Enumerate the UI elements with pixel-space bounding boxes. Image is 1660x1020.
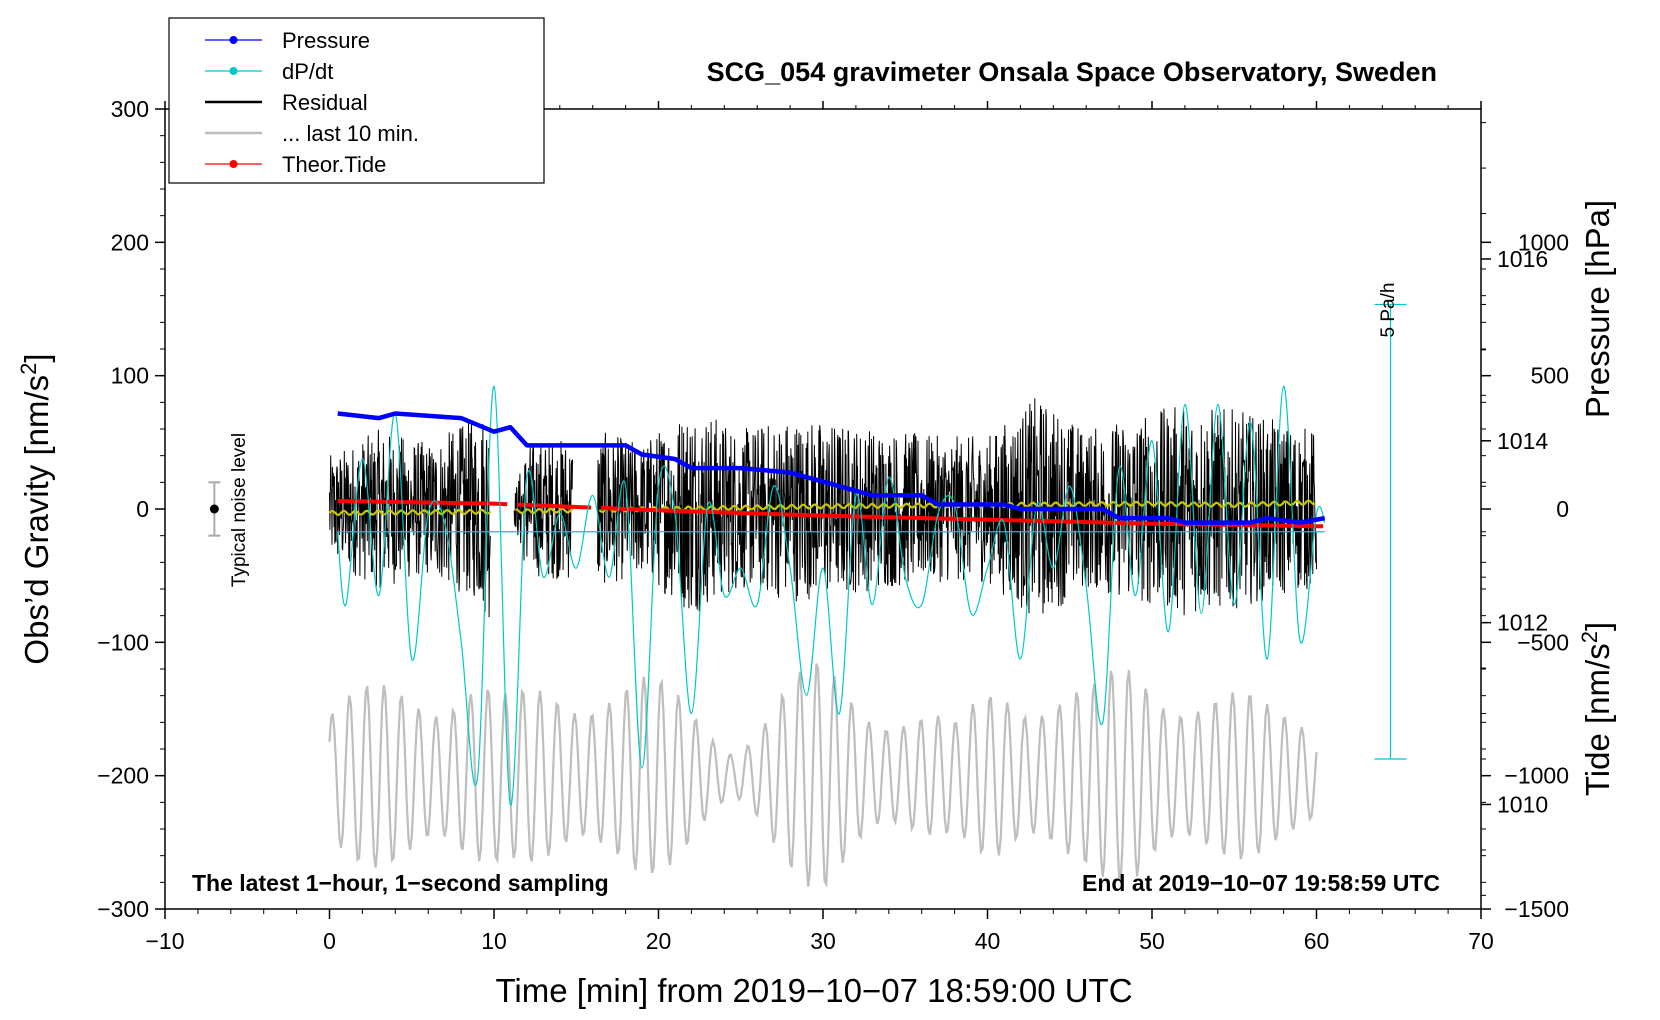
gravity-tick-label: −200 bbox=[97, 763, 149, 789]
footer-right-note: End at 2019−10−07 19:58:59 UTC bbox=[1082, 870, 1440, 896]
y-axis-title-tide-main: Tide [nm/s bbox=[1579, 643, 1616, 796]
legend-label: dP/dt bbox=[282, 59, 333, 84]
legend-swatch-marker bbox=[229, 67, 238, 75]
legend-label: ... last 10 min. bbox=[282, 121, 419, 146]
x-tick-label: 30 bbox=[810, 928, 836, 954]
noise-level-dot bbox=[209, 504, 219, 514]
pressure-tick-label: 1012 bbox=[1497, 610, 1548, 636]
tide-tick-label: −500 bbox=[1517, 629, 1569, 655]
y-axis-title-gravity-main: Obs’d Gravity [nm/s bbox=[18, 375, 55, 665]
x-tick-label: 60 bbox=[1304, 928, 1330, 954]
x-axis-title: Time [min] from 2019−10−07 18:59:00 UTC bbox=[495, 972, 1132, 1009]
gravity-tick-label: 0 bbox=[136, 496, 149, 522]
legend-label: Residual bbox=[282, 90, 368, 115]
dpdt-scale-label: 5 Pa/h bbox=[1378, 283, 1399, 338]
y-axis-title-gravity-sup: 2 bbox=[16, 363, 41, 375]
last10-series-line bbox=[328, 663, 1318, 889]
y-axis-title-gravity: Obs’d Gravity [nm/s2] bbox=[16, 353, 55, 664]
tide-tick-label: 500 bbox=[1531, 363, 1569, 389]
gravity-tick-label: −100 bbox=[97, 629, 149, 655]
noise-level-label: Typical noise level bbox=[229, 433, 250, 587]
gravity-tick-label: 100 bbox=[111, 363, 149, 389]
y-axis-title-pressure: Pressure [hPa] bbox=[1579, 200, 1616, 418]
gravity-tick-label: 300 bbox=[111, 96, 149, 122]
x-tick-label: 20 bbox=[646, 928, 672, 954]
tide-tick-label: −1500 bbox=[1504, 896, 1569, 922]
pressure-tick-label: 1014 bbox=[1497, 428, 1548, 454]
pressure-tick-label: 1016 bbox=[1497, 246, 1548, 272]
x-tick-label: 0 bbox=[323, 928, 336, 954]
y-axis-title-tide-close: ] bbox=[1579, 622, 1616, 631]
y-axis-title-tide: Tide [nm/s2] bbox=[1577, 622, 1616, 796]
chart-title: SCG_054 gravimeter Onsala Space Observat… bbox=[707, 57, 1437, 87]
dpdt-series-line bbox=[337, 385, 1326, 806]
plot-series bbox=[208, 303, 1407, 889]
legend-label: Pressure bbox=[282, 28, 370, 53]
y-axis-title-gravity-close: ] bbox=[18, 353, 55, 362]
x-tick-label: 40 bbox=[975, 928, 1001, 954]
pressure-tick-label: 1010 bbox=[1497, 791, 1548, 817]
pressure-series-line bbox=[337, 411, 1326, 525]
tide-tick-label: −1000 bbox=[1504, 763, 1569, 789]
legend-swatch-marker bbox=[229, 36, 238, 44]
legend-box bbox=[168, 17, 545, 184]
x-tick-label: 10 bbox=[481, 928, 507, 954]
gravity-tick-label: 200 bbox=[111, 229, 149, 255]
axis-ticks: −10 0 10 20 30 40 50 60 703002001000−100−200−300… bbox=[97, 96, 1569, 954]
gravity-tick-label: −300 bbox=[97, 896, 149, 922]
legend-label: Theor.Tide bbox=[282, 152, 386, 177]
x-tick-label: −10 bbox=[145, 928, 184, 954]
legend-swatch-marker bbox=[229, 160, 238, 168]
x-tick-label: 50 bbox=[1139, 928, 1165, 954]
tide-tick-label: 0 bbox=[1556, 496, 1569, 522]
tide-tick-label: 1000 bbox=[1518, 229, 1569, 255]
legend-entries: Pressure dP/dt Residual ... last 10 min. The… bbox=[205, 28, 419, 177]
y-axis-title-tide-sup: 2 bbox=[1577, 631, 1602, 643]
footer-left-note: The latest 1−hour, 1−second sampling bbox=[192, 870, 609, 896]
legend: Pressure dP/dt Residual ... last 10 min. The… bbox=[168, 17, 545, 184]
x-tick-label: 70 bbox=[1468, 928, 1494, 954]
